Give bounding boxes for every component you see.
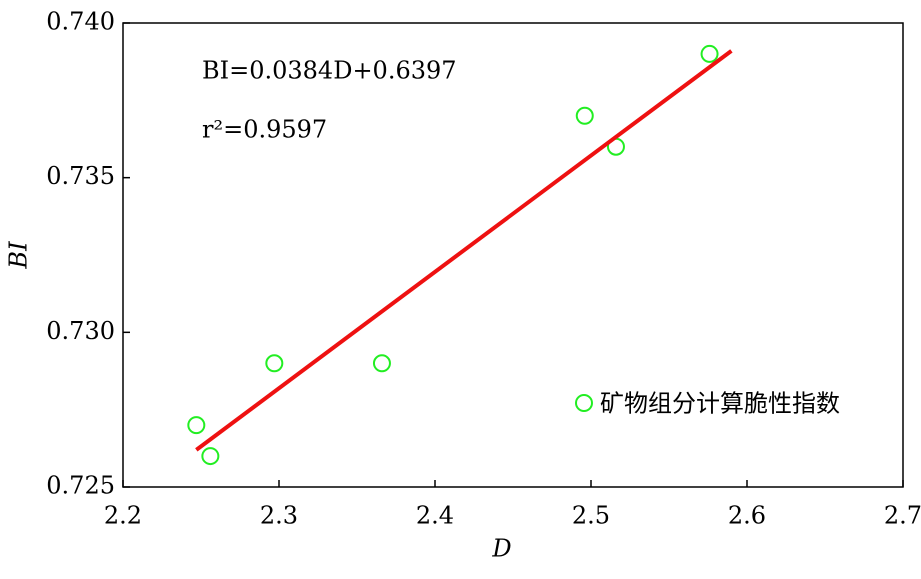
x-tick-label: 2.2 [104, 502, 142, 530]
scatter-point [700, 44, 719, 63]
r-squared: r²=0.9597 [202, 116, 327, 144]
x-tick-label: 2.5 [572, 502, 610, 530]
scatter-point [187, 416, 206, 435]
scatter-point [265, 354, 284, 373]
y-tick-label: 0.725 [46, 472, 115, 500]
x-tick-label: 2.3 [260, 502, 298, 530]
y-axis-label: BI [5, 241, 33, 270]
x-tick-label: 2.6 [728, 502, 766, 530]
x-tick-label: 2.4 [416, 502, 454, 530]
legend-label: 矿物组分计算脆性指数 [600, 390, 840, 418]
x-axis-label: D [491, 535, 511, 563]
equation: BI=0.0384D+0.6397 [202, 57, 457, 85]
y-tick-label: 0.730 [46, 317, 115, 345]
y-tick-label: 0.740 [46, 8, 115, 36]
scatter-point [372, 354, 391, 373]
legend-marker [575, 394, 593, 412]
scatter-point [201, 447, 220, 466]
fit-line [195, 49, 733, 452]
x-tick-label: 2.7 [884, 502, 921, 530]
y-tick-label: 0.735 [46, 162, 115, 190]
plot-frame [122, 22, 904, 488]
scatter-point [575, 106, 594, 125]
